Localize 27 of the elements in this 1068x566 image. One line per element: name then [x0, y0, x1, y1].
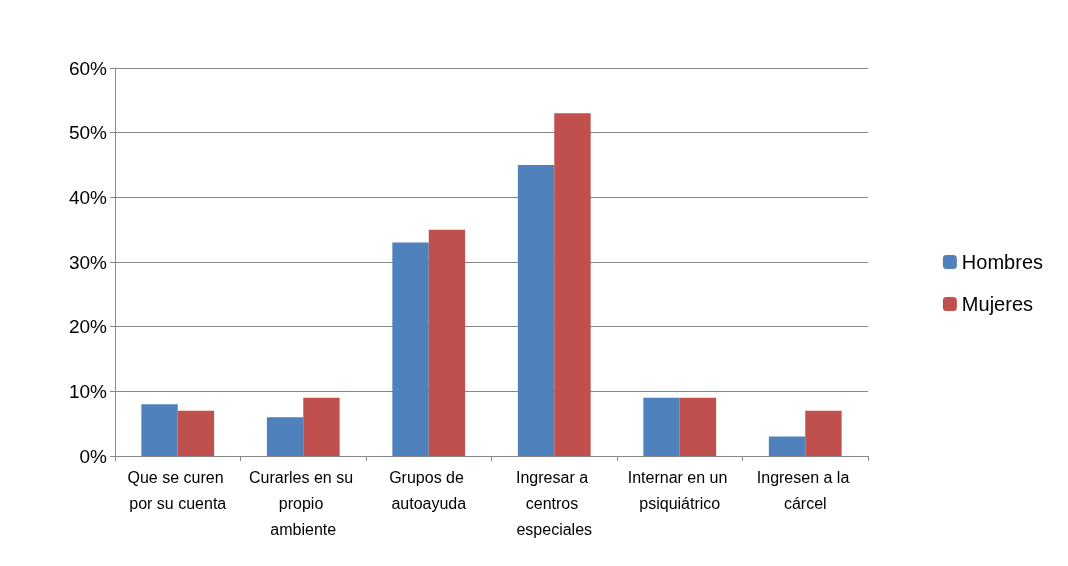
y-tick-label: 60%	[68, 57, 108, 79]
bar	[517, 165, 555, 456]
bar	[643, 397, 680, 456]
y-tick-label: 30%	[68, 251, 108, 273]
bar	[768, 436, 806, 456]
x-tick-label: Internar en un psiquiátrico	[627, 468, 732, 512]
bar	[428, 229, 466, 456]
x-tick-label: Que se curen por su cuenta	[127, 468, 228, 512]
x-tick-label: Ingresar a centros especiales	[516, 468, 593, 538]
x-tick-label: Curarles en su propio ambiente	[249, 468, 358, 538]
y-tick-label: 0%	[79, 445, 108, 467]
bar	[392, 242, 429, 456]
legend-label: Hombres	[961, 251, 1044, 273]
y-tick-label: 50%	[68, 122, 108, 144]
legend-label: Mujeres	[961, 293, 1034, 315]
y-tick-label: 10%	[68, 380, 108, 402]
x-tick-label: Ingresen a la cárcel	[756, 468, 854, 512]
bar	[554, 113, 591, 456]
bar	[177, 410, 215, 456]
bar	[679, 397, 717, 456]
bar	[266, 417, 304, 456]
x-tick-label: Grupos de autoayuda	[389, 468, 469, 512]
y-tick-label: 40%	[68, 186, 108, 208]
y-tick-label: 20%	[68, 316, 108, 338]
bar	[303, 397, 340, 456]
bar	[805, 410, 842, 456]
bar	[141, 404, 178, 456]
